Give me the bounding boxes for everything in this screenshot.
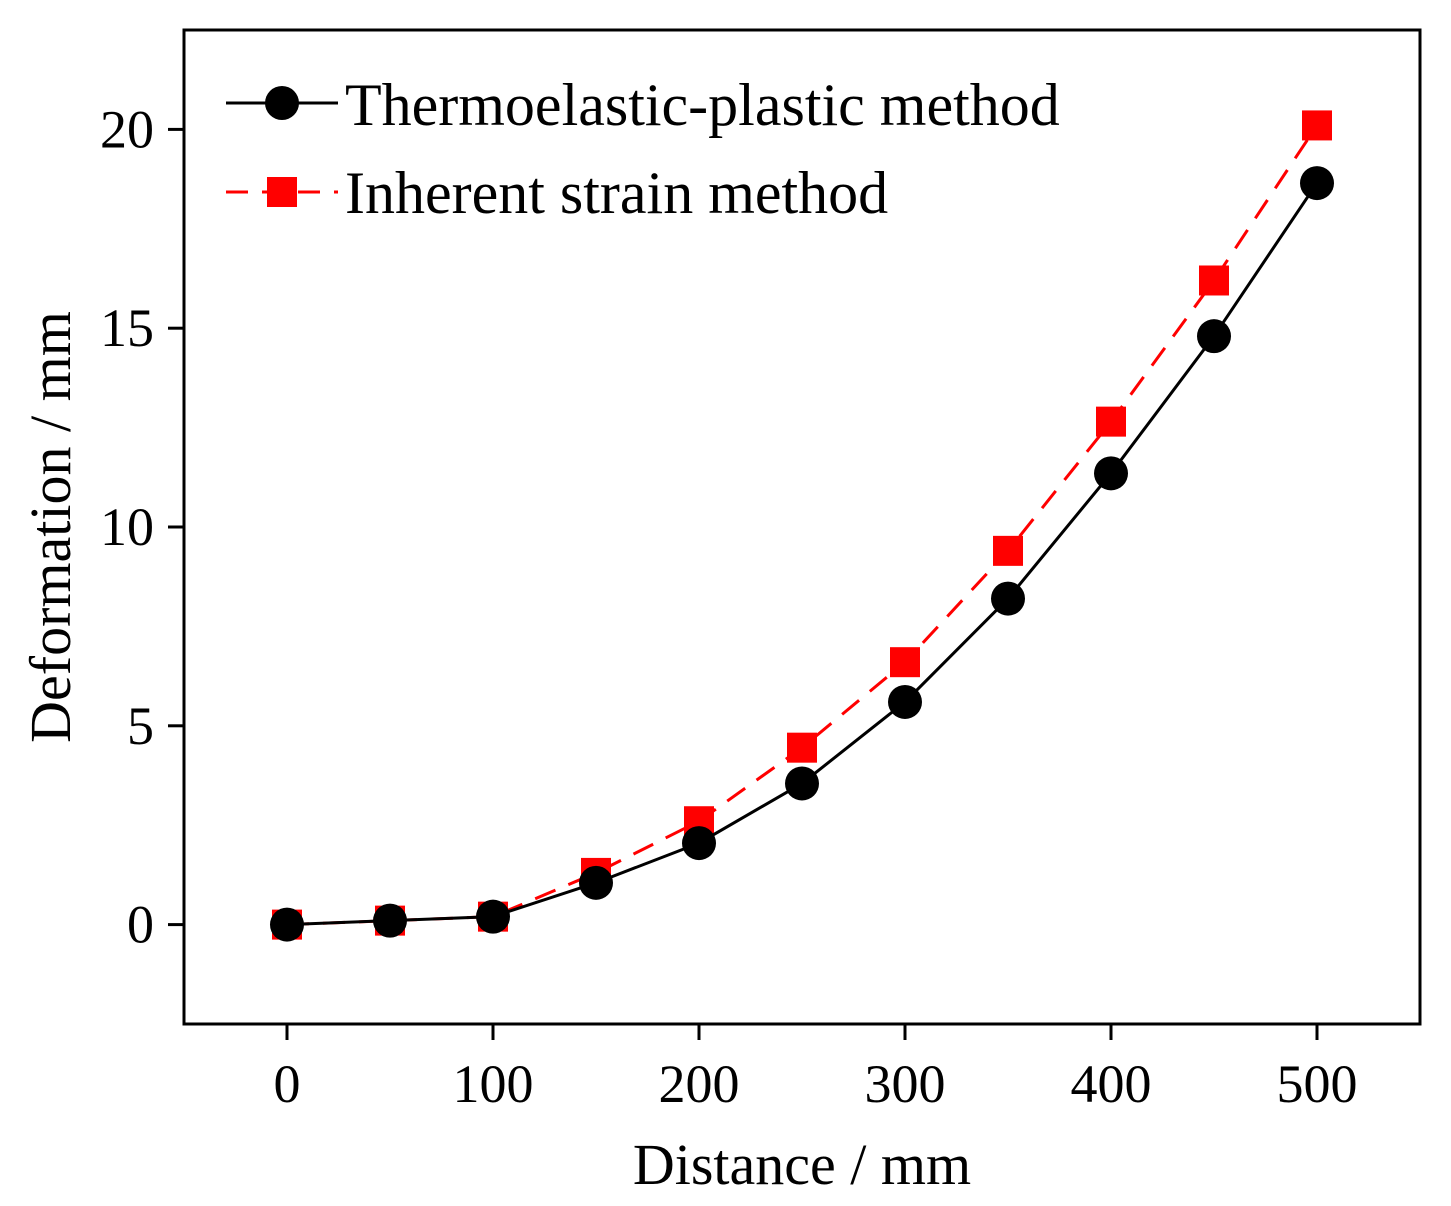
point-0-3 (579, 865, 613, 900)
series-layer (270, 110, 1334, 942)
series-0 (270, 166, 1334, 942)
legend-marker-0 (265, 86, 299, 120)
x-tick-label-100: 100 (453, 1054, 534, 1114)
y-tick-label-15: 15 (100, 298, 154, 358)
series-1 (272, 110, 1332, 940)
x-tick-label-200: 200 (659, 1054, 740, 1114)
point-0-2 (476, 899, 510, 934)
point-0-9 (1197, 319, 1231, 354)
x-tick-label-300: 300 (865, 1054, 946, 1114)
y-axis-ticks: 0 5 10 15 20 (100, 99, 184, 955)
legend-swatch-thermoelastic (226, 86, 338, 120)
y-tick-label-0: 0 (127, 895, 154, 955)
x-axis-ticks: 0 100 200 300 400 500 (274, 1024, 1358, 1114)
x-tick-label-500: 500 (1277, 1054, 1358, 1114)
y-tick-label-5: 5 (127, 696, 154, 756)
point-0-10 (1300, 166, 1334, 201)
series-line-1 (286, 124, 1319, 927)
point-0-6 (888, 684, 922, 719)
point-0-5 (785, 766, 819, 801)
point-1-6 (890, 647, 920, 678)
point-0-4 (682, 826, 716, 861)
y-tick-label-10: 10 (100, 497, 154, 557)
series-line-0 (286, 182, 1319, 927)
y-tick-label-20: 20 (100, 99, 154, 159)
point-1-7 (993, 535, 1023, 566)
x-tick-label-0: 0 (274, 1054, 301, 1114)
point-1-5 (787, 732, 817, 763)
legend-swatch-inherent (226, 177, 338, 207)
point-1-9 (1199, 265, 1229, 296)
x-axis-label: Distance / mm (633, 1132, 971, 1197)
point-0-0 (270, 907, 304, 942)
legend-label-thermoelastic: Thermoelastic-plastic method (345, 72, 1060, 138)
legend-marker-1 (267, 177, 297, 207)
y-axis-label: Deformation / mm (18, 311, 83, 743)
x-tick-label-400: 400 (1071, 1054, 1152, 1114)
point-0-8 (1094, 456, 1128, 491)
point-0-7 (991, 581, 1025, 616)
legend: Thermoelastic-plastic method Inherent st… (226, 72, 1060, 226)
point-1-8 (1096, 406, 1126, 437)
point-0-1 (373, 903, 407, 938)
legend-label-inherent: Inherent strain method (345, 160, 888, 226)
point-1-10 (1302, 110, 1332, 141)
